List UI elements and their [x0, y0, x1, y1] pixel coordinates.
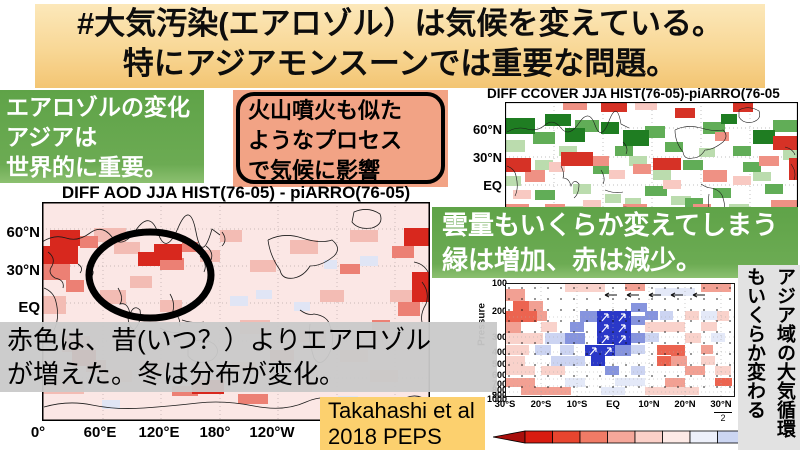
note-red-meaning: 赤色は、昔(いつ？）よりエアロゾル が増えた。冬は分布が変化。: [0, 322, 497, 392]
pressure-ytick-700: 700: [491, 379, 507, 389]
ccover-ytick-eq: EQ: [483, 178, 502, 193]
vector-reference-label: 2: [714, 412, 732, 423]
note-cloud-line1: 雲量もいくらか変えてしまう: [442, 210, 779, 240]
note-circulation-vertical: アジア域の大気循環もいくらか変わる: [738, 265, 800, 450]
aod-ytick-eq: EQ: [18, 299, 40, 316]
note-cloud-cover: 雲量もいくらか変えてしまう 緑は増加、赤は減少。: [432, 207, 798, 278]
aod-xtick-120w: 120°W: [249, 424, 295, 441]
pressure-ytick-900: 900: [491, 390, 507, 400]
pressure-ytick-200: 200: [491, 306, 507, 316]
pressure-xtick-20s: 20°S: [530, 399, 552, 410]
ccover-ytick-30n: 30°N: [472, 150, 502, 165]
callout-volcano: 火山噴火も似た ようなプロセス で気候に影響: [233, 90, 448, 187]
note-cloud-line2: 緑は増加、赤は減少。: [442, 245, 703, 275]
aod-ytick-30n: 30°N: [6, 262, 40, 279]
pressure-ytick-600: 600: [491, 370, 507, 380]
aod-map-title: DIFF AOD JJA HIST(76-05) - piARRO(76-05): [61, 183, 411, 202]
callout-volcano-line3: で気候に影響: [248, 158, 381, 183]
aod-xtick-180: 180°: [199, 424, 231, 441]
pressure-xtick-30s: 30°S: [494, 399, 516, 410]
note-red-line2: が増えた。冬は分布が変化。: [7, 359, 346, 389]
aod-xtick-0: 0°: [30, 424, 46, 441]
pressure-ytick-300: 300: [491, 332, 507, 342]
citation-box: Takahashi et al 2018 PEPS: [320, 397, 485, 450]
pressure-plot: [505, 283, 735, 397]
citation-line2: 2018 PEPS: [328, 424, 442, 449]
callout-volcano-line2: ようなプロセス: [248, 128, 403, 153]
pressure-ytick-100: 100: [491, 278, 507, 288]
aod-ytick-60n: 60°N: [6, 224, 40, 241]
callout-aerosol-change: エアロゾルの変化 アジアは 世界的に重要。: [0, 90, 204, 183]
callout-volcano-border: 火山噴火も似た ようなプロセス で気候に影響: [236, 92, 445, 184]
callout-volcano-line1: 火山噴火も似た: [248, 98, 403, 123]
asia-highlight-ellipse: [85, 228, 215, 322]
aod-xtick-60e: 60°E: [83, 424, 117, 441]
ccover-coastlines: [506, 107, 796, 225]
pressure-xtick-10s: 10°S: [566, 399, 588, 410]
pressure-xtick-eq: EQ: [606, 399, 620, 410]
citation-line1: Takahashi et al: [328, 398, 475, 423]
pressure-ytick-400: 400: [491, 347, 507, 357]
pressure-ytick-800: 800: [491, 385, 507, 395]
pressure-xtick-30n: 30°N: [710, 399, 732, 410]
ccover-ytick-60n: 60°N: [472, 122, 502, 137]
updraft-vectors: [589, 313, 626, 356]
pressure-ytick-500: 500: [491, 359, 507, 369]
note-red-line1: 赤色は、昔(いつ？）よりエアロゾル: [7, 325, 432, 355]
pressure-xtick-10n: 10°N: [638, 399, 660, 410]
ccover-map-title: DIFF CCOVER JJA HIST(76-05)-piARRO(76-05: [487, 86, 780, 101]
horizontal-vectors: [604, 292, 705, 298]
aod-xtick-120e: 120°E: [138, 424, 180, 441]
callout-aerosol-line3: 世界的に重要。: [6, 154, 167, 180]
callout-aerosol-line2: アジアは: [6, 124, 98, 150]
callout-aerosol-line1: エアロゾルの変化: [6, 94, 190, 120]
pressure-xtick-20n: 20°N: [674, 399, 696, 410]
slide-title-line1: #大気汚染(エアロゾル）は気候を変えている。: [76, 6, 723, 41]
pressure-ytick-1000: 1000: [486, 394, 507, 404]
slide-title: #大気汚染(エアロゾル）は気候を変えている。 特にアジアモンスーンでは重要な問題…: [35, 4, 765, 88]
slide-title-line2: 特にアジアモンスーンでは重要な問題。: [122, 46, 678, 81]
